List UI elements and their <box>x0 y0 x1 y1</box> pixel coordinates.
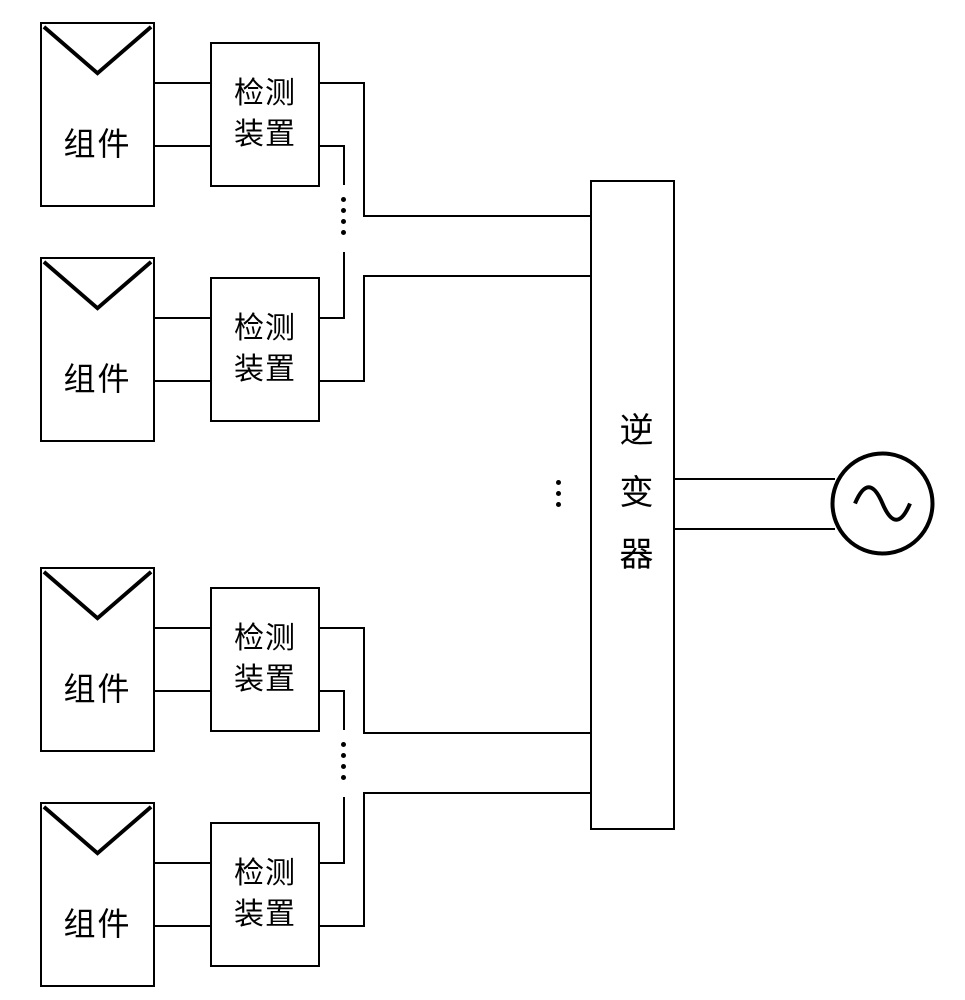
pv-module-1: 组件 <box>40 22 155 207</box>
wire <box>320 380 365 382</box>
wire <box>363 792 365 927</box>
continuation-dots <box>556 480 561 507</box>
pv-chevron-icon <box>42 569 153 624</box>
pv-module-label: 组件 <box>63 354 131 400</box>
pv-chevron-icon <box>42 24 153 79</box>
ac-source-icon <box>830 451 935 556</box>
wire <box>155 862 210 864</box>
wire <box>363 215 590 217</box>
pv-module-label: 组件 <box>63 119 131 165</box>
wire <box>155 145 210 147</box>
wire <box>155 925 210 927</box>
wire <box>675 478 835 480</box>
wire <box>320 82 365 84</box>
inverter-label: 逆变器 <box>608 412 657 598</box>
wire <box>155 690 210 692</box>
wire <box>363 275 590 277</box>
wire <box>343 797 345 864</box>
wire <box>155 317 210 319</box>
wire <box>320 627 365 629</box>
pv-module-4: 组件 <box>40 802 155 987</box>
detector-label: 检测装置 <box>234 619 296 700</box>
pv-chevron-icon <box>42 259 153 314</box>
wire <box>363 275 365 382</box>
wire <box>155 82 210 84</box>
detector-2: 检测装置 <box>210 277 320 422</box>
wire <box>320 862 345 864</box>
wire <box>363 732 590 734</box>
inverter-block: 逆变器 <box>590 180 675 830</box>
wire <box>320 145 345 147</box>
continuation-dots <box>341 742 346 780</box>
wire <box>343 690 345 730</box>
pv-chevron-icon <box>42 804 153 859</box>
wire <box>343 252 345 319</box>
wire <box>320 925 365 927</box>
wire <box>320 690 345 692</box>
detector-label: 检测装置 <box>234 309 296 390</box>
wire <box>363 627 365 734</box>
pv-module-label: 组件 <box>63 664 131 710</box>
pv-module-2: 组件 <box>40 257 155 442</box>
wire <box>320 317 345 319</box>
wire <box>363 82 365 217</box>
wire <box>363 792 590 794</box>
detector-3: 检测装置 <box>210 587 320 732</box>
pv-module-3: 组件 <box>40 567 155 752</box>
wire <box>343 145 345 185</box>
continuation-dots <box>341 197 346 235</box>
detector-label: 检测装置 <box>234 854 296 935</box>
pv-module-label: 组件 <box>63 899 131 945</box>
wire <box>155 627 210 629</box>
detector-label: 检测装置 <box>234 74 296 155</box>
detector-4: 检测装置 <box>210 822 320 967</box>
wire <box>675 528 835 530</box>
detector-1: 检测装置 <box>210 42 320 187</box>
wire <box>155 380 210 382</box>
